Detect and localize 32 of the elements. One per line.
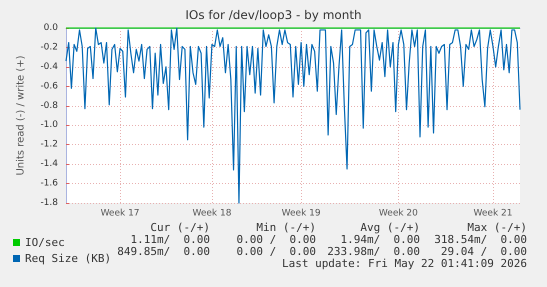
y-tick-label: -1.8	[40, 198, 58, 208]
text: Last update: Fri May 22 01:41:09 2026	[282, 257, 527, 270]
legend-label: IO/sec	[25, 236, 65, 249]
x-tick-label: Week 18	[192, 208, 232, 218]
y-tick-label: -1.2	[40, 140, 58, 150]
y-tick-label: -0.4	[40, 62, 58, 72]
y-tick-label: -0.2	[40, 42, 58, 52]
x-tick-label: Week 21	[473, 208, 512, 218]
chart-title: IOs for /dev/loop3 - by month	[185, 8, 362, 22]
x-tick-label: Week 20	[378, 208, 418, 218]
text: 0.00 / 0.00	[236, 233, 316, 246]
y-tick-label: -1.6	[40, 178, 58, 189]
text: Avg (-/+)	[360, 221, 420, 234]
y-tick-label: -0.6	[40, 81, 58, 92]
legend-label: Req Size (KB)	[25, 252, 112, 265]
text: 29.04 / 0.00	[440, 245, 527, 258]
text: 0.00 / 0.00	[236, 245, 316, 258]
y-tick-label: -0.8	[40, 100, 58, 111]
text: Cur (-/+)	[150, 221, 210, 234]
y-axis-title: Units read (-) / write (+)	[16, 55, 26, 176]
x-tick-label: Week 19	[282, 208, 321, 218]
text: 233.98m/ 0.00	[327, 245, 420, 258]
y-tick-label: -1.0	[40, 120, 58, 130]
text: Max (-/+)	[467, 221, 527, 234]
text: Min (-/+)	[256, 221, 316, 234]
y-tick-label: -1.4	[40, 159, 58, 170]
text: 1.94m/ 0.00	[340, 233, 420, 246]
y-tick-label: 0.0	[44, 23, 58, 33]
text: 1.11m/ 0.00	[130, 233, 210, 246]
x-tick-label: Week 17	[100, 208, 140, 218]
text: 849.85m/ 0.00	[117, 245, 210, 258]
text: 318.54m/ 0.00	[434, 233, 527, 246]
